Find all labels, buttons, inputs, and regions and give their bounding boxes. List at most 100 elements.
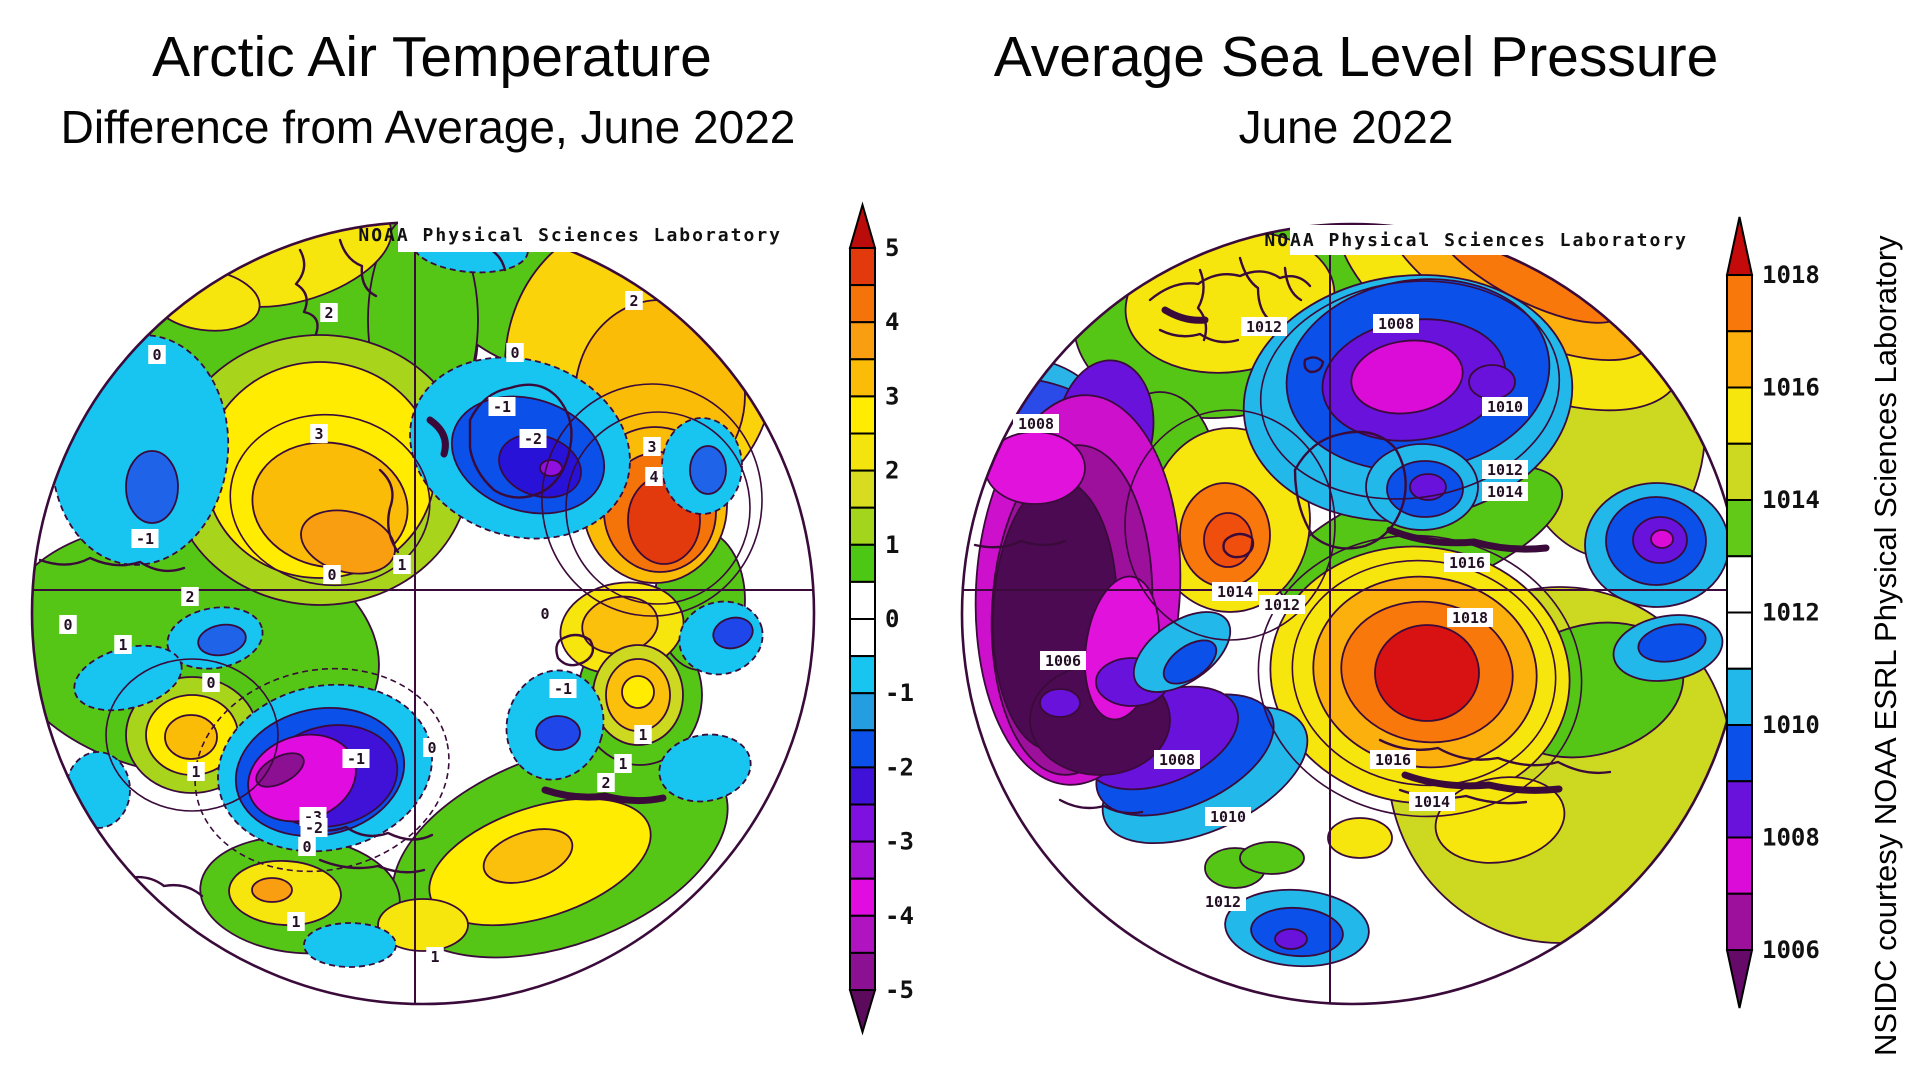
coastline xyxy=(973,539,1067,549)
right-map-colorbar: 1018 1016 1014 1012 1010 1008 1006 xyxy=(1725,216,1820,1009)
contour-region xyxy=(377,898,469,952)
nsidc-credit-vertical: NSIDC courtesy NOAA ESRL Physical Scienc… xyxy=(1868,235,1903,1057)
colorbar-tick-label: 1 xyxy=(885,531,899,559)
coastline xyxy=(1222,532,1255,559)
contour-label: 0 xyxy=(536,604,554,623)
colorbar-segment xyxy=(849,877,876,917)
contour-region xyxy=(197,623,247,657)
contour-region xyxy=(1468,364,1516,400)
colorbar-segment xyxy=(849,321,876,361)
colorbar-segment xyxy=(849,247,876,287)
colorbar-segment xyxy=(849,951,876,992)
svg-text:1008: 1008 xyxy=(1378,315,1414,333)
coastline-dense xyxy=(541,786,667,805)
colorbar-segment xyxy=(849,469,876,509)
contour-region xyxy=(303,922,397,968)
svg-text:1010: 1010 xyxy=(1210,808,1246,826)
contour-label: -1 xyxy=(342,749,370,768)
colorbar-tick-label: -1 xyxy=(885,679,914,707)
contour-region xyxy=(658,733,752,803)
right-map-content xyxy=(962,224,1742,1004)
colorbar-segment xyxy=(1726,499,1753,558)
colorbar-tick-label: 1006 xyxy=(1762,936,1820,964)
colorbar-tick-label: 1008 xyxy=(1762,824,1820,852)
contour-region xyxy=(229,413,431,587)
svg-text:-1: -1 xyxy=(493,398,511,416)
contour-label: 1012 xyxy=(1259,595,1305,614)
colorbar-tick-label: 1016 xyxy=(1762,374,1820,402)
svg-text:2: 2 xyxy=(601,774,610,792)
coastline xyxy=(294,238,378,336)
contour-region xyxy=(1650,529,1674,549)
colorbar-segment xyxy=(849,692,876,732)
contour-region xyxy=(984,431,1086,505)
colorbar-segment xyxy=(1726,724,1753,783)
contour-region xyxy=(1259,280,1561,500)
colorbar-tick-label: 0 xyxy=(885,605,899,633)
contour-region xyxy=(539,459,563,477)
contour-region xyxy=(1239,841,1305,875)
svg-text:-1: -1 xyxy=(347,750,365,768)
contour-label: 2 xyxy=(625,291,643,310)
colorbar-tick-label: -5 xyxy=(885,976,914,1004)
coastline-dense xyxy=(1386,526,1550,553)
contour-label: 1006 xyxy=(1040,651,1086,670)
coastline-dense xyxy=(426,416,449,458)
colorbar-tick-label: 1010 xyxy=(1762,711,1820,739)
contour-label: 1012 xyxy=(1482,460,1528,479)
contour-label: -2 xyxy=(519,429,547,448)
colorbar-segment xyxy=(1726,555,1753,614)
svg-text:-1: -1 xyxy=(554,680,572,698)
svg-text:1012: 1012 xyxy=(1264,596,1300,614)
contour-region xyxy=(251,877,293,903)
coastline xyxy=(1303,356,1325,374)
contour-label: 1016 xyxy=(1370,750,1416,769)
svg-text:1016: 1016 xyxy=(1375,751,1411,769)
svg-text:1006: 1006 xyxy=(1045,652,1081,670)
contour-label: 2 xyxy=(597,773,615,792)
contour-label: 1012 xyxy=(1200,892,1246,911)
coastline xyxy=(468,383,573,499)
contour-label: 1018 xyxy=(1447,608,1493,627)
coastline-dense xyxy=(1161,306,1209,324)
noaa-psl-label-left: NOAA Physical Sciences Laboratory xyxy=(358,219,790,252)
contour-region xyxy=(621,675,655,709)
contour-label: 3 xyxy=(643,437,661,456)
contour-label: 0 xyxy=(323,565,341,584)
contour-region xyxy=(1409,473,1447,501)
colorbar-segment xyxy=(849,506,876,546)
contour-region xyxy=(1257,534,1583,818)
contour-label: 1 xyxy=(634,725,652,744)
right-map-subtitle: June 2022 xyxy=(1238,101,1454,153)
svg-text:1010: 1010 xyxy=(1487,398,1523,416)
contour-label: 1 xyxy=(614,754,632,773)
coastline xyxy=(1196,256,1303,342)
contour-label: 1008 xyxy=(1373,314,1419,333)
colorbar-segment xyxy=(849,914,876,954)
svg-text:0: 0 xyxy=(327,566,336,584)
colorbar-segment xyxy=(849,432,876,472)
svg-text:1016: 1016 xyxy=(1449,554,1485,572)
colorbar-tick-label: 1014 xyxy=(1762,486,1820,514)
svg-text:-2: -2 xyxy=(524,430,542,448)
contour-region xyxy=(1637,623,1707,663)
colorbar-segment xyxy=(849,284,876,324)
contour-label: 1 xyxy=(187,762,205,781)
contour-label: 1 xyxy=(114,635,132,654)
svg-text:3: 3 xyxy=(314,425,323,443)
coastline-dense xyxy=(1401,771,1563,794)
contour-label: 0 xyxy=(148,345,166,364)
contour-region xyxy=(689,445,727,495)
colorbar-tick-label: 1012 xyxy=(1762,599,1820,627)
colorbar-arrow-down xyxy=(848,989,877,1036)
svg-text:1: 1 xyxy=(397,556,406,574)
svg-text:1: 1 xyxy=(430,948,439,966)
colorbar-segment xyxy=(1726,611,1753,670)
colorbar-segment xyxy=(849,729,876,769)
colorbar-segment xyxy=(1726,330,1753,389)
svg-text:1: 1 xyxy=(618,755,627,773)
colorbar-segment xyxy=(849,543,876,583)
left-map-colorbar: 5 4 3 2 1 0 -1 -2 -3 -4 -5 xyxy=(848,201,914,1036)
contour-region xyxy=(125,450,179,524)
colorbar-segment xyxy=(849,803,876,843)
